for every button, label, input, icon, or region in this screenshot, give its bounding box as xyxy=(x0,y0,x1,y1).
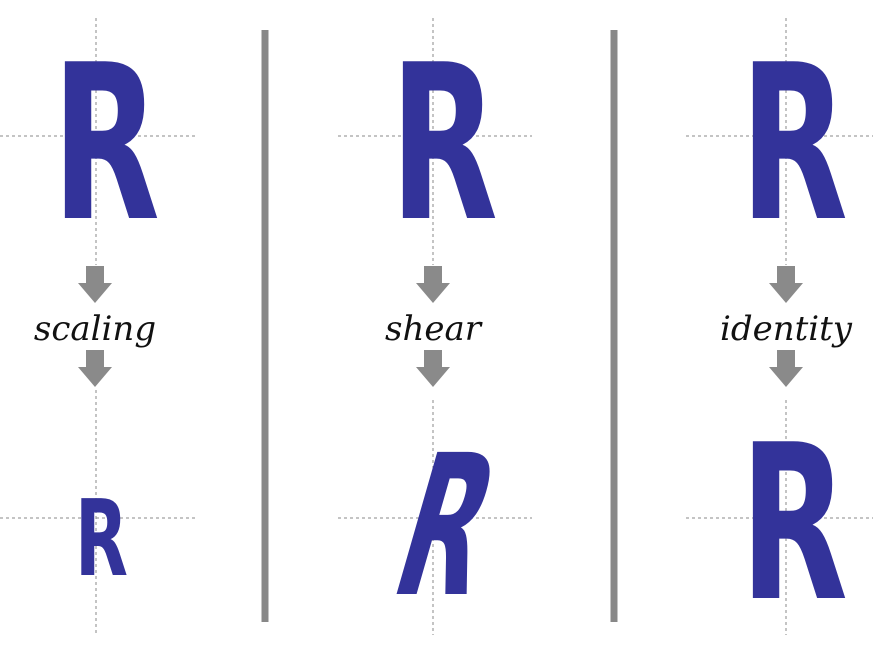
panel-identity: R identity R xyxy=(686,18,873,647)
transformed-letter: R xyxy=(75,478,128,600)
original-letter: R xyxy=(52,18,160,269)
original-letter: R xyxy=(740,18,848,269)
sheared-letter-group: R xyxy=(374,413,521,640)
arrow-down-icon xyxy=(416,350,450,387)
transform-label: scaling xyxy=(34,309,156,349)
arrow-down-icon xyxy=(78,266,112,303)
arrow-down-icon xyxy=(416,266,450,303)
arrow-down-icon xyxy=(769,266,803,303)
original-letter: R xyxy=(390,18,498,269)
panel-scaling: R scaling R xyxy=(0,18,195,635)
transform-label: identity xyxy=(720,309,853,349)
transformed-letter: R xyxy=(740,398,848,647)
panel-shear: R shear R xyxy=(338,18,532,640)
transform-label: shear xyxy=(385,309,483,349)
transformed-letter: R xyxy=(374,413,521,640)
arrow-down-icon xyxy=(769,350,803,387)
arrow-down-icon xyxy=(78,350,112,387)
